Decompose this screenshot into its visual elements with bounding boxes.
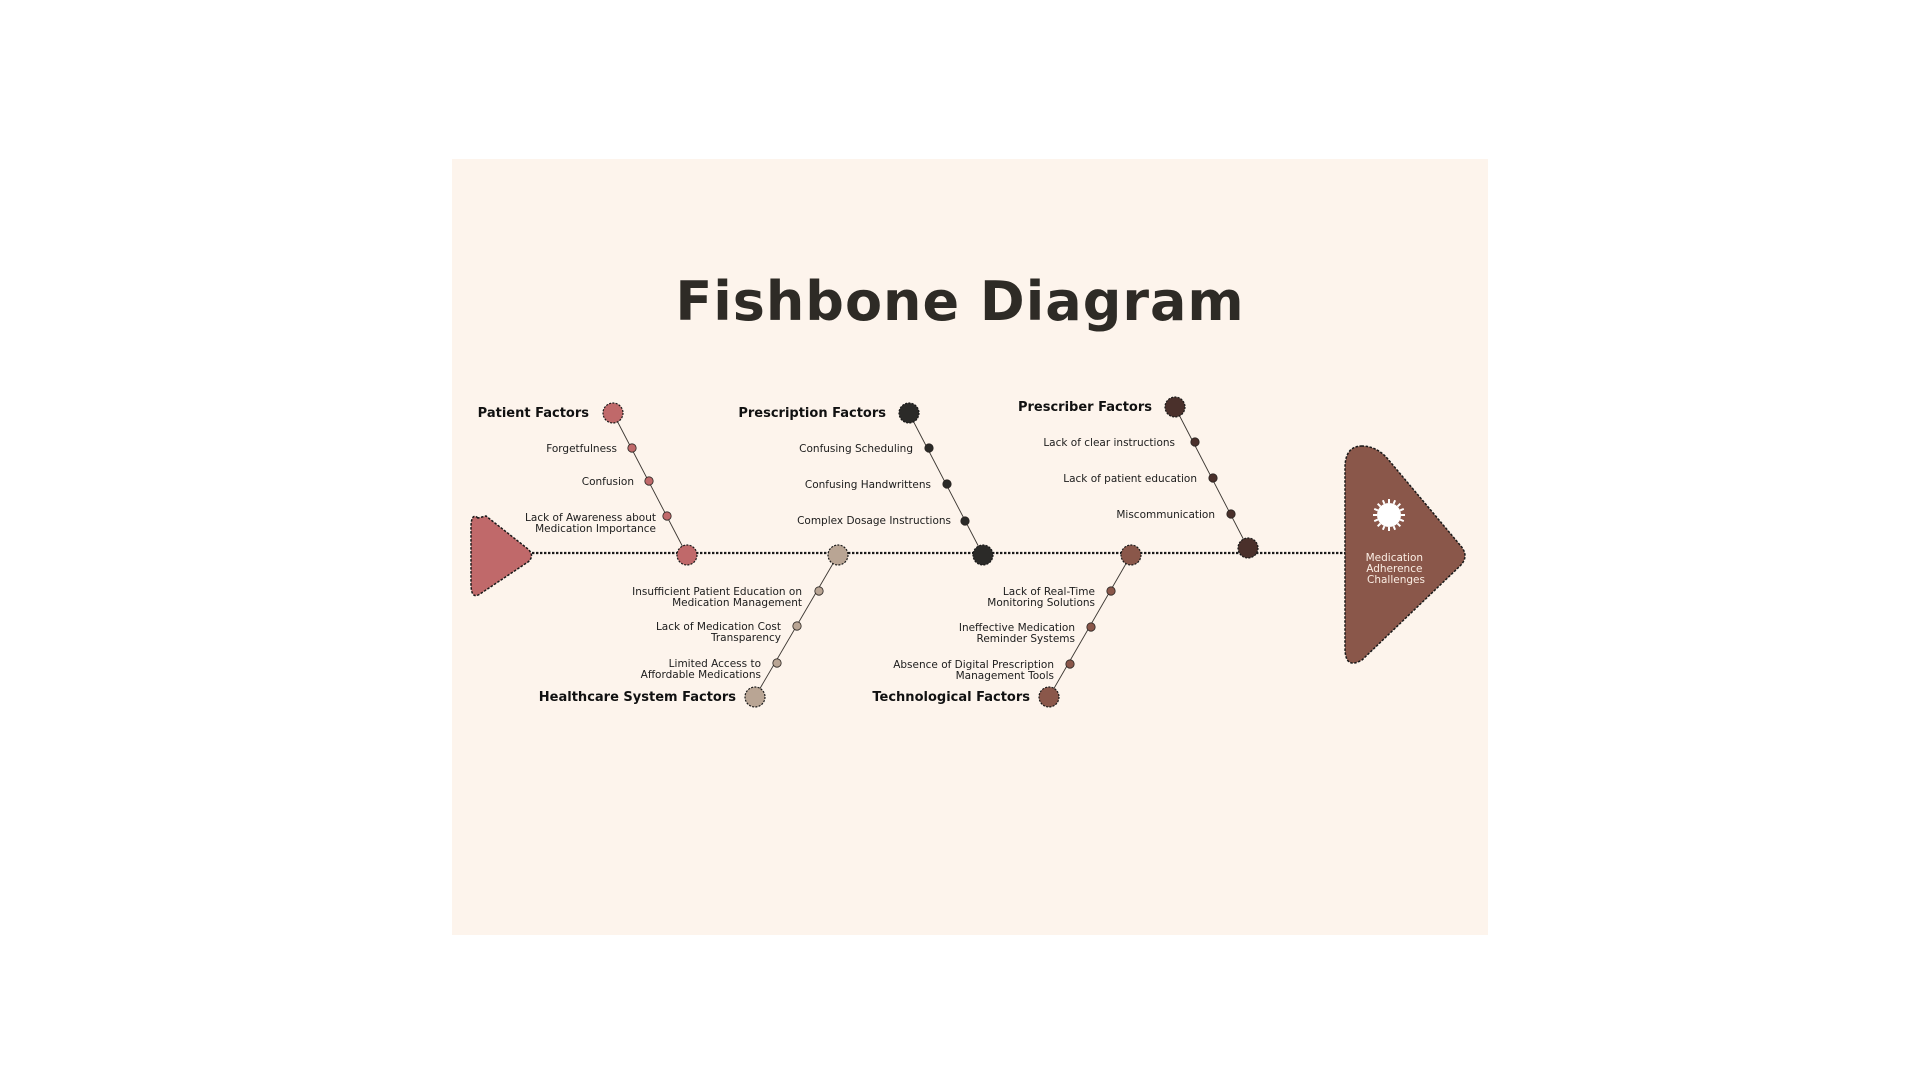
sun-ray bbox=[1399, 518, 1405, 523]
category-label: Prescriber Factors bbox=[1018, 400, 1152, 415]
effect-label: Medication Adherence Challenges bbox=[1366, 552, 1427, 586]
cause-label-line: Reminder Systems bbox=[977, 633, 1076, 645]
cause-label-line: Management Tools bbox=[956, 670, 1054, 682]
category-label: Technological Factors bbox=[872, 690, 1030, 705]
cause-dot bbox=[1208, 473, 1218, 483]
cause-dot bbox=[1065, 659, 1075, 669]
cause-label-line: Absence of Digital Prescription bbox=[893, 659, 1054, 671]
category-prescription-factors: Prescription Factors Confusing Scheduling… bbox=[738, 402, 994, 566]
sun-core bbox=[1377, 503, 1401, 527]
sun-ray bbox=[1381, 499, 1386, 505]
cause-dot bbox=[924, 443, 934, 453]
cause-label-line: Forgetfulness bbox=[546, 443, 617, 455]
category-node bbox=[602, 402, 624, 424]
cause-label-line: Affordable Medications bbox=[641, 669, 761, 681]
cause-label: Lack of Medication Cost Transparency bbox=[656, 621, 781, 644]
cause-dot bbox=[662, 511, 672, 521]
cause-label-line: Ineffective Medication bbox=[959, 622, 1075, 634]
sun-ray bbox=[1376, 502, 1382, 508]
cause-label: Lack of clear instructions bbox=[1043, 437, 1175, 449]
cause-label: Lack of Real-Time Monitoring Solutions bbox=[987, 586, 1095, 609]
cause-dot bbox=[1106, 586, 1116, 596]
fish-tail bbox=[470, 515, 533, 597]
cause-label-line: Miscommunication bbox=[1116, 509, 1215, 521]
sun-ray bbox=[1396, 522, 1402, 528]
cause-label: Lack of Awareness about Medication Import… bbox=[525, 512, 656, 535]
cause-dot bbox=[814, 586, 824, 596]
cause-label-line: Confusion bbox=[582, 476, 634, 488]
cause-label: Confusing Handwrittens bbox=[805, 479, 931, 491]
cause-dot bbox=[644, 476, 654, 486]
sun-icon bbox=[1373, 499, 1405, 531]
sun-ray bbox=[1392, 525, 1397, 531]
sun-ray bbox=[1392, 499, 1397, 505]
cause-label-line: Lack of Real-Time bbox=[1003, 586, 1095, 598]
cause-label-line: Medication Importance bbox=[535, 523, 656, 535]
cause-label-line: Lack of Medication Cost bbox=[656, 621, 781, 633]
cause-label-line: Insufficient Patient Education on bbox=[632, 586, 802, 598]
cause-label: Complex Dosage Instructions bbox=[797, 515, 951, 527]
cause-label-line: Confusing Scheduling bbox=[799, 443, 913, 455]
sun-ray bbox=[1381, 525, 1386, 531]
category-node bbox=[1164, 396, 1186, 418]
cause-label-line: Medication Management bbox=[672, 597, 802, 609]
sun-ray bbox=[1373, 518, 1379, 523]
category-patient-factors: Patient Factors Forgetfulness Confusion Lac… bbox=[478, 402, 698, 566]
category-node bbox=[744, 686, 766, 708]
category-label: Patient Factors bbox=[478, 406, 590, 421]
cause-label: Lack of patient education bbox=[1063, 473, 1197, 485]
cause-dot bbox=[960, 516, 970, 526]
cause-label-line: Lack of Awareness about bbox=[525, 512, 656, 524]
fish-head bbox=[1344, 445, 1466, 664]
cause-label-line: Confusing Handwrittens bbox=[805, 479, 931, 491]
cause-label-line: Monitoring Solutions bbox=[987, 597, 1095, 609]
category-label: Prescription Factors bbox=[738, 406, 886, 421]
sun-ray bbox=[1376, 522, 1382, 528]
spine-node bbox=[827, 544, 849, 566]
effect-label-line: Adherence bbox=[1366, 563, 1422, 575]
cause-dot bbox=[1086, 622, 1096, 632]
cause-label-line: Limited Access to bbox=[669, 658, 761, 670]
cause-label-line: Lack of patient education bbox=[1063, 473, 1197, 485]
spine-node bbox=[676, 544, 698, 566]
category-technological-factors: Technological Factors Lack of Real-Time Mo… bbox=[872, 544, 1142, 708]
category-node bbox=[898, 402, 920, 424]
effect-label-line: Challenges bbox=[1367, 574, 1425, 586]
spine-node bbox=[1237, 537, 1259, 559]
cause-label-line: Lack of clear instructions bbox=[1043, 437, 1175, 449]
cause-label: Miscommunication bbox=[1116, 509, 1215, 521]
cause-dot bbox=[1226, 509, 1236, 519]
cause-label-line: Complex Dosage Instructions bbox=[797, 515, 951, 527]
category-node bbox=[1038, 686, 1060, 708]
sun-ray bbox=[1399, 507, 1405, 512]
cause-label: Confusion bbox=[582, 476, 634, 488]
cause-dot bbox=[627, 443, 637, 453]
cause-label-line: Transparency bbox=[710, 632, 781, 644]
cause-dot bbox=[792, 621, 802, 631]
cause-label: Forgetfulness bbox=[546, 443, 617, 455]
cause-label: Limited Access to Affordable Medications bbox=[641, 658, 761, 681]
category-label: Healthcare System Factors bbox=[539, 690, 736, 705]
bones-layer: Patient Factors Forgetfulness Confusion Lac… bbox=[478, 396, 1259, 708]
category-healthcare-system-factors: Healthcare System Factors Insufficient Pa… bbox=[539, 544, 849, 708]
sun-ray bbox=[1373, 507, 1379, 512]
spine-node bbox=[1120, 544, 1142, 566]
slide-canvas bbox=[452, 159, 1488, 935]
cause-label: Ineffective Medication Reminder Systems bbox=[959, 622, 1075, 645]
diagram-title: Fishbone Diagram bbox=[675, 270, 1244, 333]
cause-dot bbox=[1190, 437, 1200, 447]
effect-label-line: Medication bbox=[1366, 552, 1423, 564]
sun-ray bbox=[1396, 502, 1402, 508]
cause-dot bbox=[772, 658, 782, 668]
category-prescriber-factors: Prescriber Factors Lack of clear instruct… bbox=[1018, 396, 1259, 559]
cause-label: Absence of Digital Prescription Managemen… bbox=[893, 659, 1054, 682]
spine-node bbox=[972, 544, 994, 566]
cause-label: Confusing Scheduling bbox=[799, 443, 913, 455]
cause-dot bbox=[942, 479, 952, 489]
cause-label: Insufficient Patient Education on Medicat… bbox=[632, 586, 802, 609]
